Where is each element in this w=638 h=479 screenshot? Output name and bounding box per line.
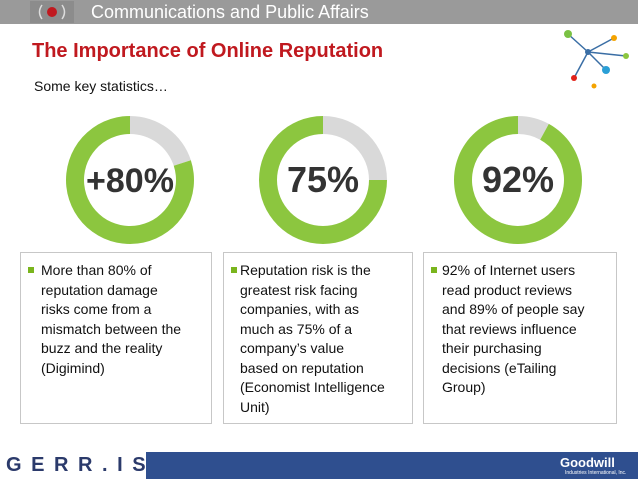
stat-box-1: More than 80% of reputation damage risks…	[20, 252, 212, 424]
donut-1-remainder-arc	[130, 116, 191, 166]
box-1-line: buzz and the reality	[41, 340, 163, 356]
subtitle: Some key statistics…	[34, 78, 168, 94]
box-2-line: companies, with as	[240, 301, 360, 317]
stat-box-3: 92% of Internet users read product revie…	[423, 252, 617, 424]
donut-2-label: 75%	[287, 159, 359, 200]
donut-chart-2: 75%	[259, 116, 387, 244]
box-3-line: Group)	[442, 379, 486, 395]
box-2-line: based on reputation	[240, 359, 364, 376]
stat-box-2: Reputation risk is the greatest risk fac…	[223, 252, 413, 424]
box-3-line: 92% of Internet users	[442, 262, 576, 278]
donut-chart-3: 92%	[454, 116, 582, 244]
box-2-line: (Economist Intelligence	[240, 379, 385, 395]
box-3-line: read product reviews	[442, 281, 572, 298]
donut-1-label: +80%	[86, 162, 174, 200]
goodwill-logo: Goodwill	[560, 455, 615, 470]
donut-3-label: 92%	[482, 159, 554, 200]
gerris-logo: G E R R . I S	[6, 454, 148, 476]
donut-2-remainder-arc	[323, 116, 387, 180]
communications-logo-icon	[30, 1, 74, 23]
footer-left	[0, 451, 146, 479]
box-2-line: greatest risk facing	[240, 281, 358, 298]
box-2-line: Unit)	[240, 398, 270, 415]
network-graphic-icon	[564, 30, 629, 89]
footer-bar	[146, 452, 638, 479]
donut-3-remainder-arc	[518, 116, 549, 140]
box-1-line: mismatch between the	[41, 320, 182, 337]
box-3-line: and 89% of people say	[442, 301, 585, 317]
box-3-line: their purchasing	[442, 340, 542, 356]
bullet-icon	[431, 267, 437, 273]
box-1-line: More than 80% of	[41, 262, 152, 278]
box-3-line: that reviews influence	[442, 320, 577, 337]
donut-chart-1: +80%	[65, 116, 194, 245]
box-3-line: decisions (eTailing	[442, 359, 557, 376]
bullet-icon	[28, 267, 34, 273]
box-2-line: Reputation risk is the	[240, 262, 371, 278]
goodwill-subtitle: Industries International, Inc.	[565, 470, 627, 476]
box-1-line: reputation damage	[41, 281, 158, 298]
header-title: Communications and Public Affairs	[91, 2, 369, 22]
box-1-line: risks come from a	[41, 301, 152, 317]
header-bar	[0, 0, 638, 24]
page-title: The Importance of Online Reputation	[32, 40, 384, 62]
box-2-line: company’s value	[240, 340, 345, 356]
box-1-line: (Digimind)	[41, 359, 105, 376]
box-2-line: much as 75% of a	[240, 320, 353, 337]
bullet-icon	[231, 267, 237, 273]
